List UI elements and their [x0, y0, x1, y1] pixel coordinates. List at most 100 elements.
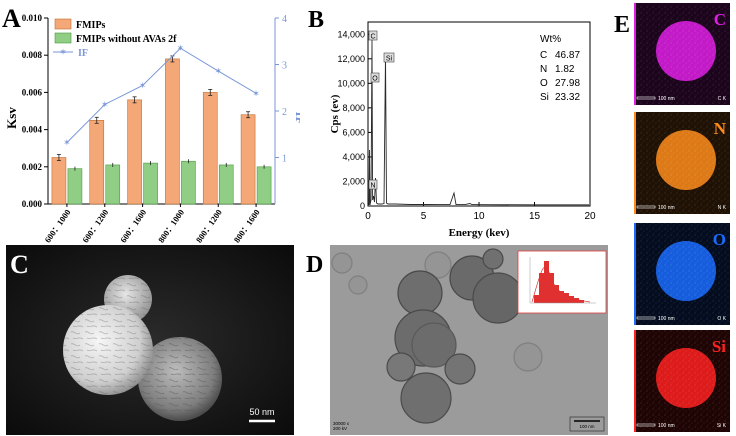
bar-fmips — [165, 58, 180, 205]
map-element-label: Si — [712, 337, 726, 356]
map-edge-stripe — [634, 223, 636, 325]
panel-e-eds-maps: E C 100 nm C K N 100 nm N K O 100 nm O K Si 100 nm… — [614, 3, 730, 432]
wt-title: Wt% — [540, 34, 561, 45]
wt-el-o: O — [540, 78, 548, 89]
if-point: ✶ — [252, 88, 260, 98]
peak-label-c: C — [370, 34, 375, 41]
bar-without — [218, 164, 234, 205]
panel-a-ylabel-left: Ksv — [4, 107, 19, 129]
ytick-right-label: 2 — [282, 107, 287, 118]
map-line-label: N K — [718, 205, 727, 211]
ytick-b-label: 8,000 — [342, 103, 365, 113]
wt-val-si: 23.32 — [555, 92, 580, 103]
panel-b-ylabel: Cps (ev) — [329, 94, 341, 133]
wt-val-c: 46.87 — [555, 50, 580, 61]
bar-without — [256, 166, 272, 205]
wt-table: Wt% C 46.87 N 1.82 O 27.98 Si 23.32 — [540, 34, 580, 103]
xtick-label: 1：600：1200 — [73, 207, 110, 245]
size-distribution-inset — [517, 250, 607, 314]
ytick-right-label: 1 — [282, 154, 287, 165]
tem-metadata: 30000 x 200 kV — [333, 421, 350, 431]
panel-b-xlabel: Energy (kev) — [449, 227, 510, 239]
map-edge-stripe — [634, 112, 636, 214]
ytick-left-label: 0.002 — [22, 162, 43, 172]
ytick-left-label: 0.010 — [22, 13, 43, 23]
eds-map-si: Si 100 nm Si K — [634, 330, 730, 432]
eds-map-n: N 100 nm N K — [634, 112, 730, 214]
ytick-b-label: 10,000 — [337, 78, 365, 88]
ytick-b-label: 12,000 — [337, 54, 365, 64]
bar-fmips — [127, 99, 142, 205]
xtick-b-label: 0 — [365, 211, 371, 222]
ytick-left-label: 0.006 — [22, 87, 43, 97]
xtick-label: 1：800：1000 — [149, 207, 186, 245]
tem-particles — [331, 248, 543, 424]
panel-e-letter: E — [614, 12, 630, 38]
if-point: ✶ — [101, 99, 109, 109]
xtick-b-label: 20 — [584, 211, 596, 222]
ytick-left-label: 0.008 — [22, 50, 43, 60]
wt-el-si: Si — [540, 92, 549, 103]
spectrum-trace — [368, 39, 589, 206]
xtick-label: 1：800：1600 — [224, 207, 261, 245]
xtick-label: 1：800：1200 — [186, 207, 223, 245]
map-edge-stripe — [634, 330, 636, 432]
wt-val-o: 27.98 — [555, 78, 580, 89]
scale-box-d — [569, 416, 605, 432]
if-point: ✶ — [139, 80, 147, 90]
map-scale-label: 100 nm — [658, 423, 675, 429]
map-scale-bar — [636, 423, 656, 427]
ytick-right-label: 3 — [282, 61, 287, 72]
map-scale-label: 100 nm — [658, 96, 675, 102]
bar-without — [143, 162, 158, 205]
map-scale-bar — [636, 205, 656, 209]
wt-val-n: 1.82 — [555, 64, 575, 75]
map-element-label: N — [714, 119, 727, 138]
ytick-right-label: 4 — [282, 14, 287, 25]
if-point: ✶ — [214, 66, 222, 76]
histogram-bars — [534, 261, 584, 303]
map-edge-stripe — [634, 3, 636, 105]
panel-d-letter: D — [306, 252, 323, 278]
scale-label-d: 100 nm — [579, 424, 594, 429]
ytick-left-label: 0.000 — [22, 199, 43, 209]
xtick-label: 1：600：1600 — [111, 207, 148, 245]
if-line — [66, 47, 257, 143]
scale-label-c: 50 nm — [249, 407, 274, 417]
ytick-b-label: 14,000 — [337, 29, 365, 39]
map-scale-bar — [636, 316, 656, 320]
panel-b-letter: B — [308, 7, 324, 33]
panel-a-letter: A — [2, 4, 21, 33]
map-scale-label: 100 nm — [658, 205, 675, 211]
map-line-label: C K — [718, 96, 727, 102]
if-point: ✶ — [177, 43, 185, 53]
panel-a-ylabel-right: IF — [293, 112, 300, 125]
bar-fmips — [89, 120, 105, 205]
eds-map-c: C 100 nm C K — [634, 3, 730, 105]
peak-label-n: N — [370, 183, 375, 190]
peak-labels: C O Si N — [368, 30, 395, 190]
panel-d-tem-image: D 30000 x — [306, 245, 608, 435]
if-point: ✶ — [63, 138, 71, 148]
legend-marker-if: ✶ — [59, 47, 67, 57]
map-line-label: Si K — [717, 423, 727, 429]
legend-swatch-without — [54, 32, 72, 44]
ytick-b-label: 2,000 — [342, 176, 365, 186]
ytick-b-label: 4,000 — [342, 152, 365, 162]
peak-label-o: O — [372, 76, 378, 83]
legend-swatch-fmips — [54, 18, 72, 30]
bar-without — [105, 164, 121, 205]
map-scale-label: 100 nm — [658, 316, 675, 322]
peak-label-si: Si — [386, 56, 393, 63]
legend-label-fmips: FMIPs — [76, 20, 106, 31]
panel-a-bar-chart: A 0.000 0.002 0.004 0.006 0.008 0.010 1 2 3 4 ✶ ✶… — [2, 4, 300, 245]
bar-fmips — [51, 157, 67, 205]
wt-el-n: N — [540, 64, 547, 75]
map-element-label: C — [714, 10, 726, 29]
tem-meta-mag: 30000 x — [333, 421, 350, 426]
map-scale-bar — [636, 96, 656, 100]
legend-label-if: IF — [78, 48, 88, 59]
map-element-label: O — [713, 230, 726, 249]
map-line-label: O K — [717, 316, 726, 322]
xtick-b-label: 10 — [473, 211, 485, 222]
